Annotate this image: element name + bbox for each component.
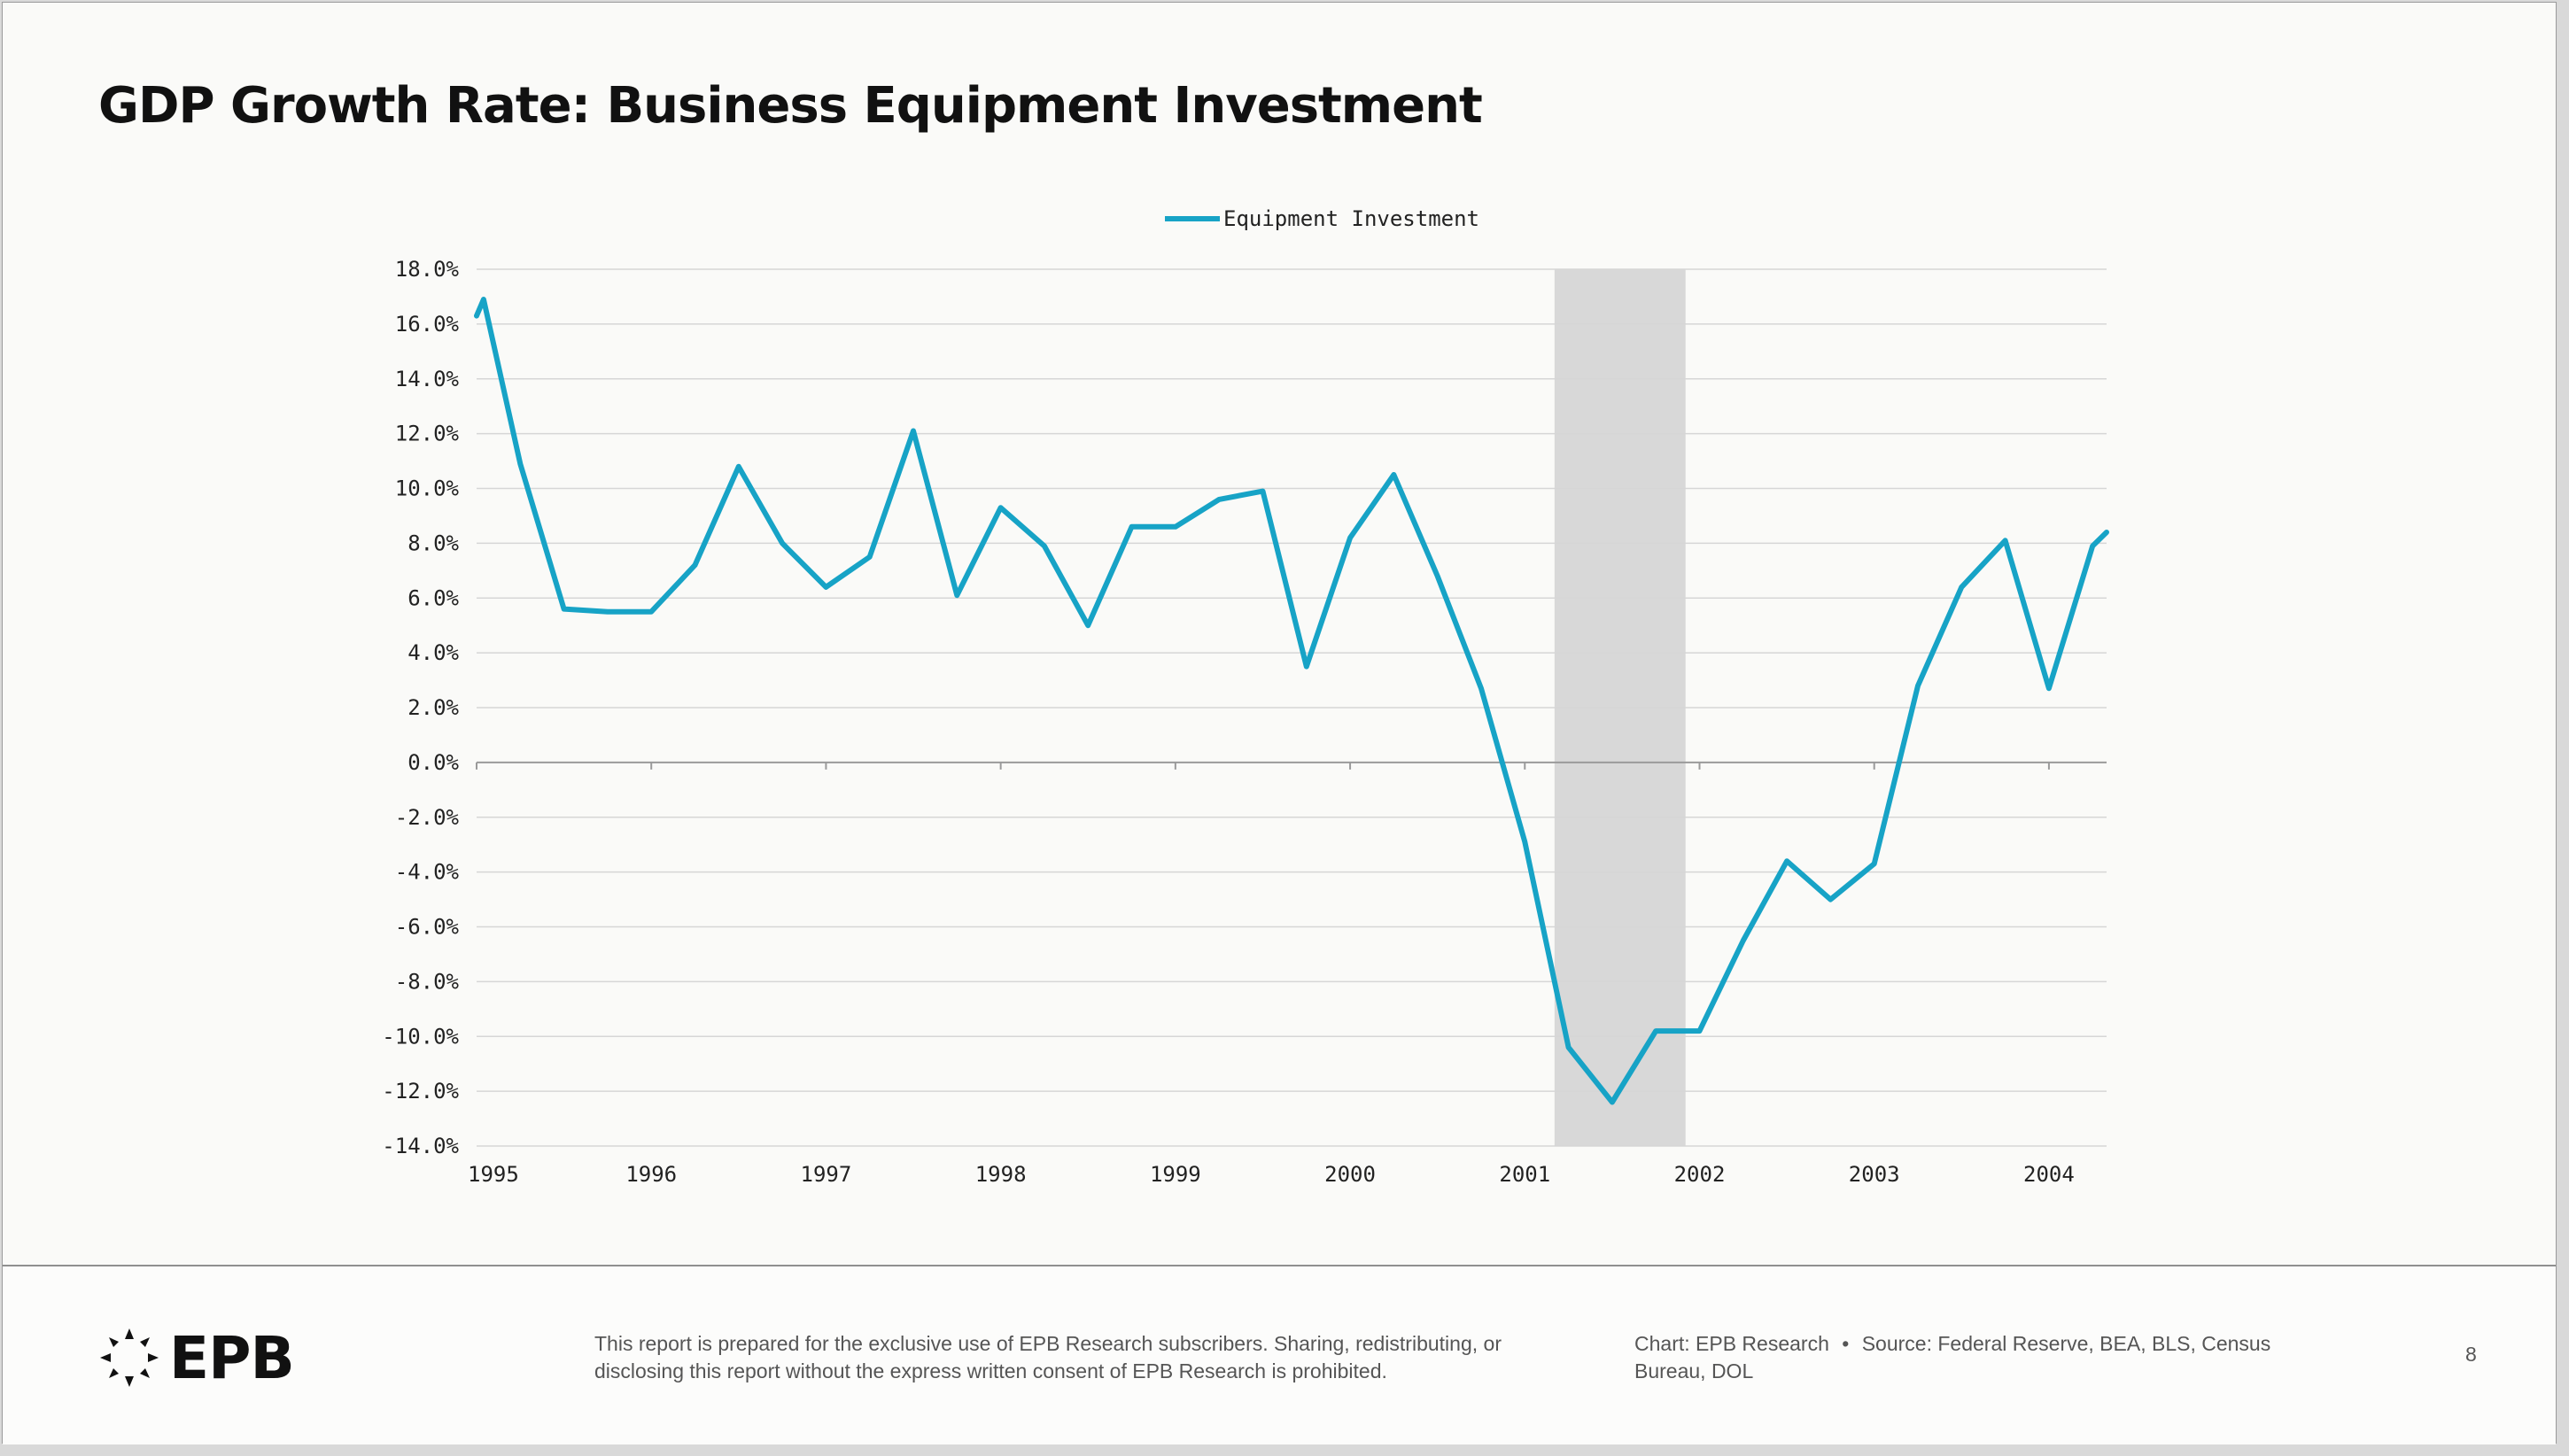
y-tick-label: -14.0%: [382, 1134, 459, 1158]
logo-text: EPB: [169, 1323, 295, 1392]
y-tick-label: -2.0%: [395, 805, 460, 830]
y-tick-label: -6.0%: [395, 915, 460, 940]
y-tick-label: 12.0%: [395, 422, 460, 446]
source-note: Chart: EPB Research • Source: Federal Re…: [1634, 1330, 2308, 1385]
chart-credit: Chart: EPB Research: [1634, 1332, 1829, 1355]
y-tick-label: 14.0%: [395, 367, 460, 391]
y-tick-label: 8.0%: [407, 531, 459, 555]
y-tick-label: -12.0%: [382, 1079, 459, 1104]
x-tick-label: 2002: [1674, 1162, 1726, 1187]
y-tick-label: 4.0%: [407, 640, 459, 665]
gridlines: [477, 268, 2107, 1147]
x-tick-label: 2004: [2023, 1162, 2075, 1187]
x-axis-ticks: 1995 1996 1997 1998 1999 2000 2001 2002 2003 2004: [468, 762, 2075, 1187]
source-text: Source: Federal Reserve, BEA, BLS, Censu…: [1634, 1332, 2271, 1382]
y-tick-label: 18.0%: [395, 257, 460, 282]
x-tick-label: 1997: [801, 1162, 852, 1187]
epb-logo: EPB: [98, 1323, 295, 1392]
y-tick-label: 10.0%: [395, 476, 460, 501]
page-number: 8: [2465, 1343, 2477, 1366]
x-tick-label: 1995: [468, 1162, 519, 1187]
x-tick-label: 1998: [975, 1162, 1027, 1187]
y-tick-label: 2.0%: [407, 695, 459, 720]
y-tick-label: -8.0%: [395, 969, 460, 994]
footer: EPB This report is prepared for the excl…: [3, 1265, 2556, 1444]
y-tick-label: 0.0%: [407, 750, 459, 775]
series-layer: [474, 297, 2109, 1105]
legend-label: Equipment Investment: [1223, 206, 1479, 231]
chart-title: GDP Growth Rate: Business Equipment Inve…: [98, 77, 1483, 135]
x-tick-label: 2003: [1849, 1162, 1900, 1187]
x-tick-label: 1996: [625, 1162, 677, 1187]
y-tick-label: -10.0%: [382, 1024, 459, 1049]
legend: Equipment Investment: [1165, 206, 1479, 231]
y-axis-ticks: 18.0% 16.0% 14.0% 12.0% 10.0% 8.0% 6.0% 4.0% 2.0…: [382, 257, 459, 1158]
series-line: [474, 297, 2109, 1105]
y-tick-label: -4.0%: [395, 860, 460, 885]
bullet-separator: •: [1842, 1332, 1850, 1355]
x-tick-label: 1999: [1150, 1162, 1201, 1187]
epb-logo-icon: [100, 1328, 159, 1387]
x-tick-label: 2001: [1499, 1162, 1550, 1187]
y-tick-label: 16.0%: [395, 312, 460, 337]
line-chart: 18.0% 16.0% 14.0% 12.0% 10.0% 8.0% 6.0% 4.0% 2.0…: [382, 206, 2109, 1187]
disclaimer: This report is prepared for the exclusiv…: [594, 1332, 1502, 1382]
y-tick-label: 6.0%: [407, 585, 459, 610]
x-tick-label: 2000: [1324, 1162, 1376, 1187]
